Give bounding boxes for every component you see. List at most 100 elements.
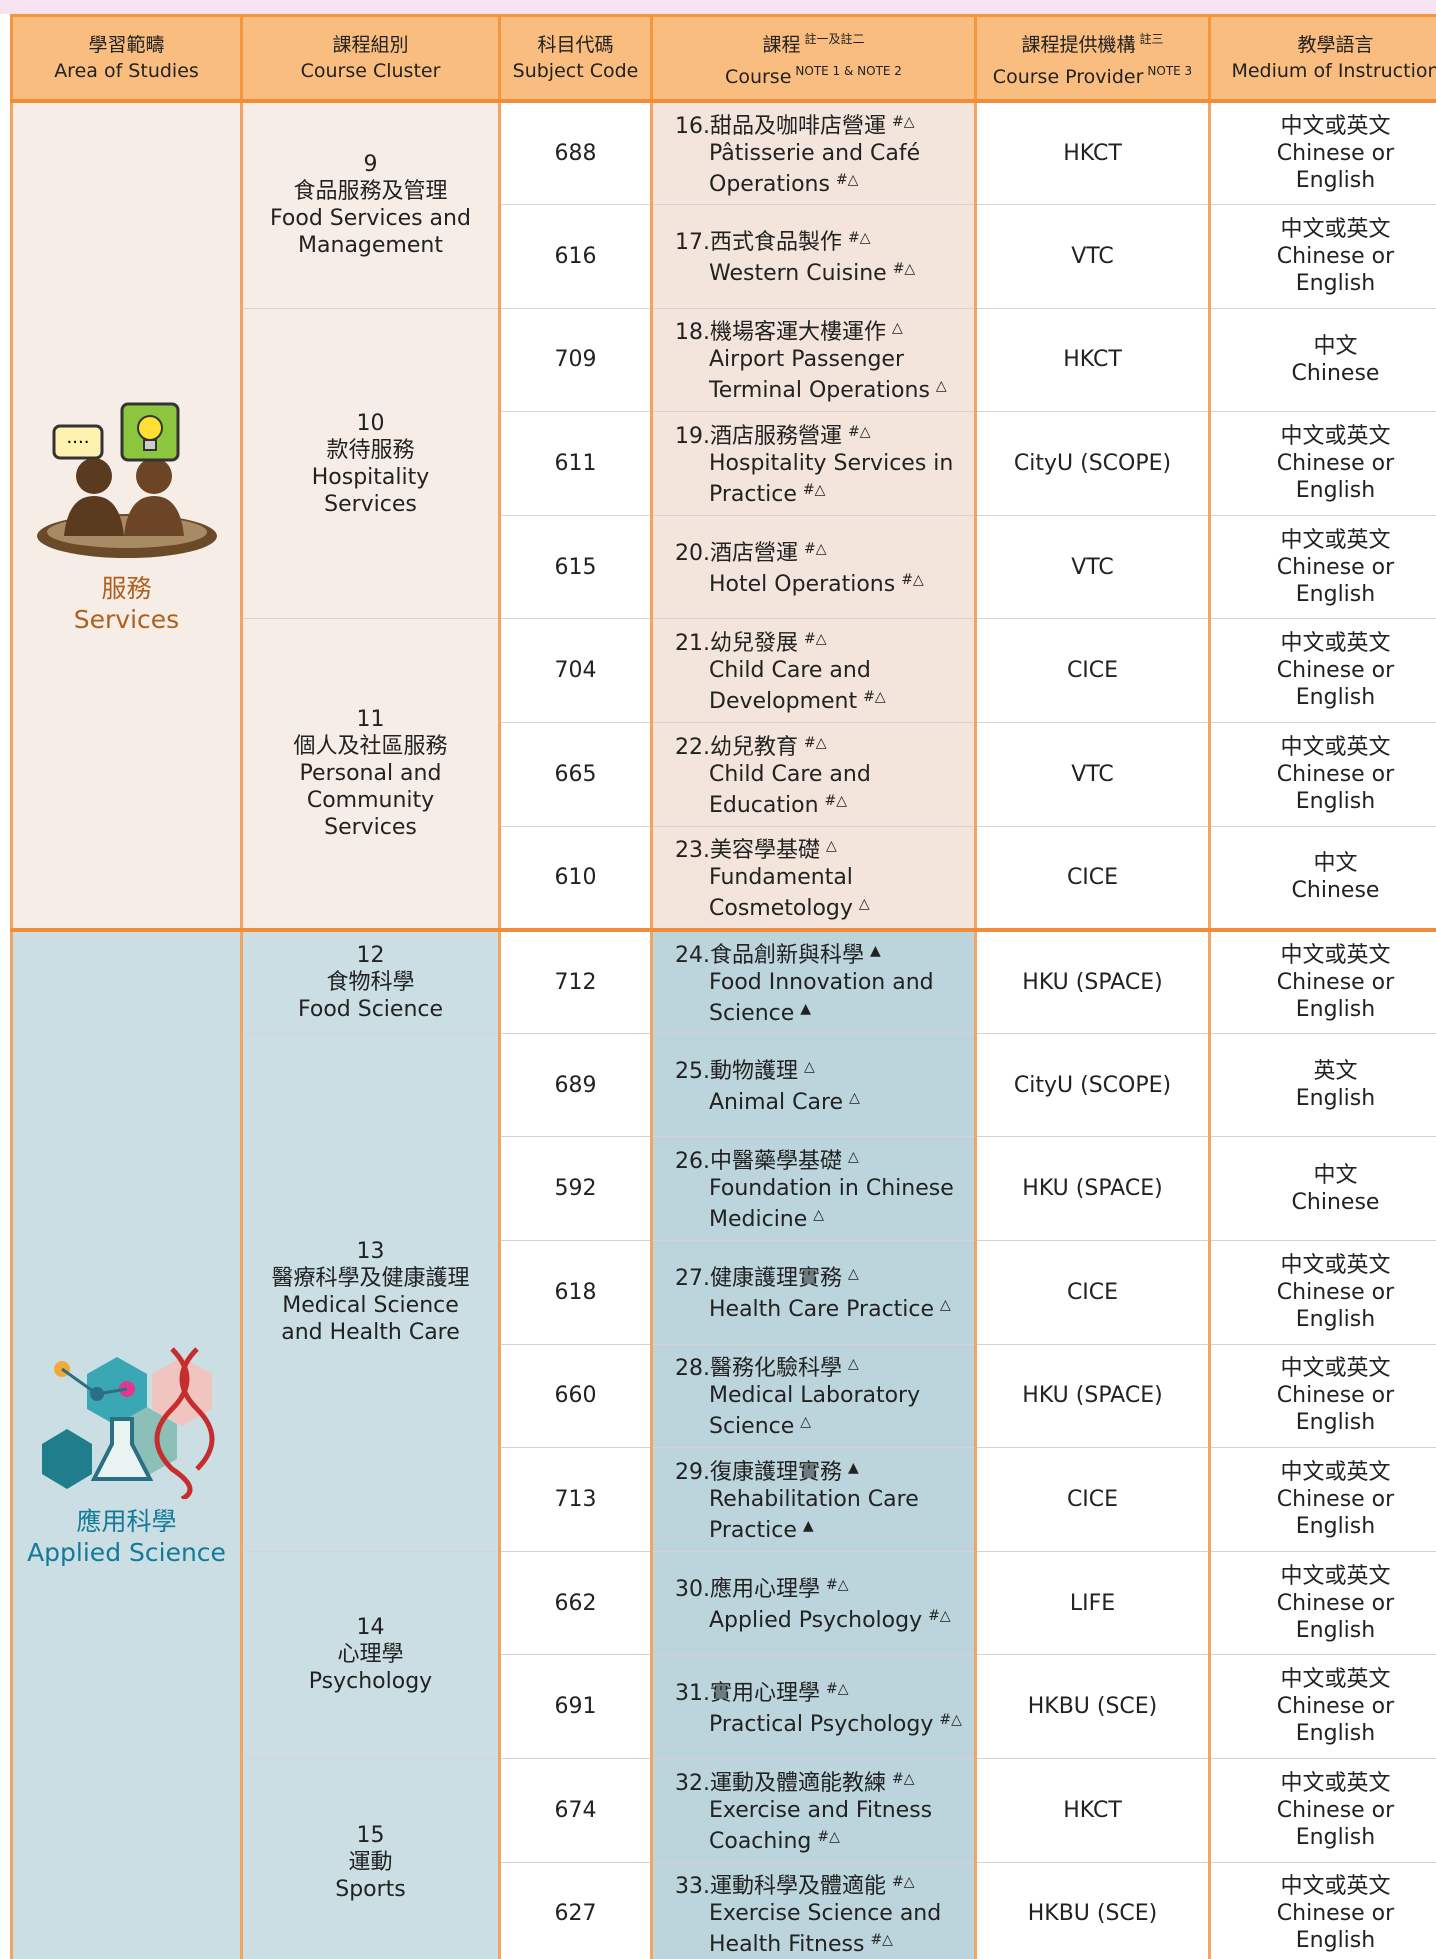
course-title-zh: 西式食品製作: [710, 230, 843, 256]
medium-en: Chinese: [1291, 360, 1380, 386]
course-mark: △: [858, 895, 870, 912]
course-row: 610 23.美容學基礎 △ Fundamental Cosmetology △ CICE…: [12, 826, 1436, 931]
course-line-zh: 32.運動及體適能教練 #△: [675, 1771, 915, 1796]
course-mark: #△: [824, 792, 848, 809]
course-provider: HKCT: [974, 99, 1211, 206]
course-provider: VTC: [974, 204, 1211, 309]
course-title-en: Health Care Practice: [709, 1297, 935, 1323]
cluster-number: 12: [356, 942, 385, 968]
cluster-number: 9: [363, 152, 378, 178]
header-en: Course Provider: [992, 66, 1144, 88]
course-mark: #△: [804, 631, 827, 648]
cluster-cell: 11 個人及社區服務 Personal and Community Services: [240, 618, 501, 931]
header-zh: 教學語言: [1297, 34, 1374, 56]
course-line-zh: 27.健康護理實務 △: [675, 1266, 859, 1291]
medium-cell: 中文或英文 Chinese or English: [1208, 1447, 1436, 1552]
medium-en: Chinese or English: [1276, 141, 1395, 194]
subject-code: 712: [498, 927, 653, 1034]
course-provider: CICE: [974, 826, 1211, 931]
course-title-en: Pâtisserie and Café Operations: [709, 141, 921, 198]
header-en: Medium of Instruction: [1231, 60, 1436, 82]
course-provider: HKU (SPACE): [974, 1136, 1211, 1242]
course-title-zh: 動物護理: [710, 1059, 799, 1085]
course-title-zh: 運動及體適能教練: [710, 1770, 887, 1796]
medium-cell: 中文 Chinese: [1208, 826, 1436, 931]
course-mark: △: [848, 1149, 859, 1166]
course-number: 32.: [675, 1770, 710, 1796]
subject-code: 610: [498, 826, 653, 931]
header-code: 科目代碼 Subject Code: [498, 14, 653, 103]
cluster-name-en: Medical Science and Health Care: [281, 1293, 460, 1346]
medium-en: Chinese or English: [1276, 969, 1395, 1022]
course-title-zh: 運動科學及體適能: [710, 1874, 887, 1900]
course-mark: △: [813, 1207, 825, 1224]
course-mark: △: [804, 1059, 815, 1076]
course-mark: #△: [848, 230, 871, 247]
course-mark: #△: [826, 1577, 849, 1594]
header-medium: 教學語言 Medium of Instruction: [1208, 14, 1436, 103]
cluster-cell: 12 食物科學 Food Science: [240, 927, 501, 1034]
course-line-zh: 28.醫務化驗科學 △: [675, 1356, 859, 1381]
course-cell: 29.復康護理實務 ▲ Rehabilitation Care Practice ▲: [650, 1447, 977, 1552]
course-title-zh: 幼兒教育: [710, 734, 799, 760]
course-line-en: Hotel Operations #△: [675, 567, 968, 598]
subject-code: 709: [498, 308, 653, 413]
course-line-en: Airport Passenger Terminal Operations △: [675, 346, 968, 404]
header-zh: 學習範疇: [88, 34, 165, 56]
header-zh: 科目代碼: [537, 34, 614, 56]
medium-cell: 中文 Chinese: [1208, 1136, 1436, 1242]
course-line-en: Rehabilitation Care Practice ▲: [675, 1486, 968, 1544]
course-line-en: Exercise and Fitness Coaching #△: [675, 1797, 968, 1855]
course-title-en: Food Innovation and Science: [709, 969, 934, 1026]
medium-cell: 中文或英文 Chinese or English: [1208, 1862, 1436, 1959]
course-cell: 16.甜品及咖啡店營運 #△ Pâtisserie and Café Operati…: [650, 99, 977, 206]
course-line-zh: 29.復康護理實務 ▲: [675, 1460, 859, 1485]
cluster-name-zh: 食物科學: [326, 969, 415, 995]
course-mark: #△: [870, 1932, 893, 1949]
course-line-zh: 25.動物護理 △: [675, 1059, 815, 1084]
course-line-en: Fundamental Cosmetology △: [675, 864, 968, 922]
subject-code: 674: [498, 1758, 653, 1863]
course-line-zh: 24.食品創新與科學 ▲: [675, 943, 881, 968]
medium-cell: 中文或英文 Chinese or English: [1208, 1240, 1436, 1345]
course-mark: #△: [928, 1608, 951, 1625]
medium-zh: 中文或英文: [1280, 1252, 1391, 1278]
course-line-zh: 22.幼兒教育 #△: [675, 735, 827, 760]
course-mark: #△: [901, 572, 924, 589]
medium-en: Chinese or English: [1276, 1694, 1395, 1747]
course-line-zh: 31.實用心理學 #△: [675, 1681, 849, 1706]
course-number: 29.: [675, 1460, 710, 1486]
course-row: 14 心理學 Psychology 662 30.應用心理學 #△ Applied Psyc…: [12, 1551, 1436, 1760]
course-provider: HKBU (SCE): [974, 1862, 1211, 1959]
course-number: 26.: [675, 1149, 710, 1175]
cluster-name-zh: 款待服務: [326, 437, 415, 463]
course-provider: HKCT: [974, 308, 1211, 413]
course-line-zh: 18.機場客運大樓運作 △: [675, 320, 903, 345]
subject-code: 704: [498, 618, 653, 724]
course-number: 17.: [675, 230, 710, 256]
course-cell: 22.幼兒教育 #△ Child Care and Education #△: [650, 722, 977, 827]
course-line-en: Child Care and Development #△: [675, 657, 968, 715]
course-mark: #△: [826, 1680, 849, 1697]
medium-zh: 中文或英文: [1280, 114, 1391, 140]
course-cell: 20.酒店營運 #△ Hotel Operations #△: [650, 515, 977, 620]
course-title-en: Exercise Science and Health Fitness: [709, 1901, 942, 1958]
medium-en: Chinese or English: [1276, 658, 1395, 711]
header-note: 註一及註二: [804, 32, 865, 46]
header-provider: 課程提供機構 註三 Course Provider NOTE 3: [974, 14, 1211, 103]
cluster-name-en: Hospitality Services: [311, 464, 430, 517]
cluster-number: 11: [356, 707, 385, 733]
course-mark: ▲: [800, 1000, 812, 1017]
course-title-zh: 中醫藥學基礎: [710, 1149, 843, 1175]
course-title-en: Fundamental Cosmetology: [709, 864, 853, 921]
medium-en: Chinese or English: [1276, 1383, 1395, 1436]
subject-code: 691: [498, 1654, 653, 1759]
course-number: 22.: [675, 734, 710, 760]
medium-en: Chinese or English: [1276, 1487, 1395, 1540]
course-cell: 30.應用心理學 #△ Applied Psychology #△: [650, 1551, 977, 1656]
course-mark: ▲: [802, 1518, 814, 1535]
course-line-en: Medical Laboratory Science △: [675, 1382, 968, 1440]
course-row: 665 22.幼兒教育 #△ Child Care and Education #△ VT…: [12, 722, 1436, 827]
